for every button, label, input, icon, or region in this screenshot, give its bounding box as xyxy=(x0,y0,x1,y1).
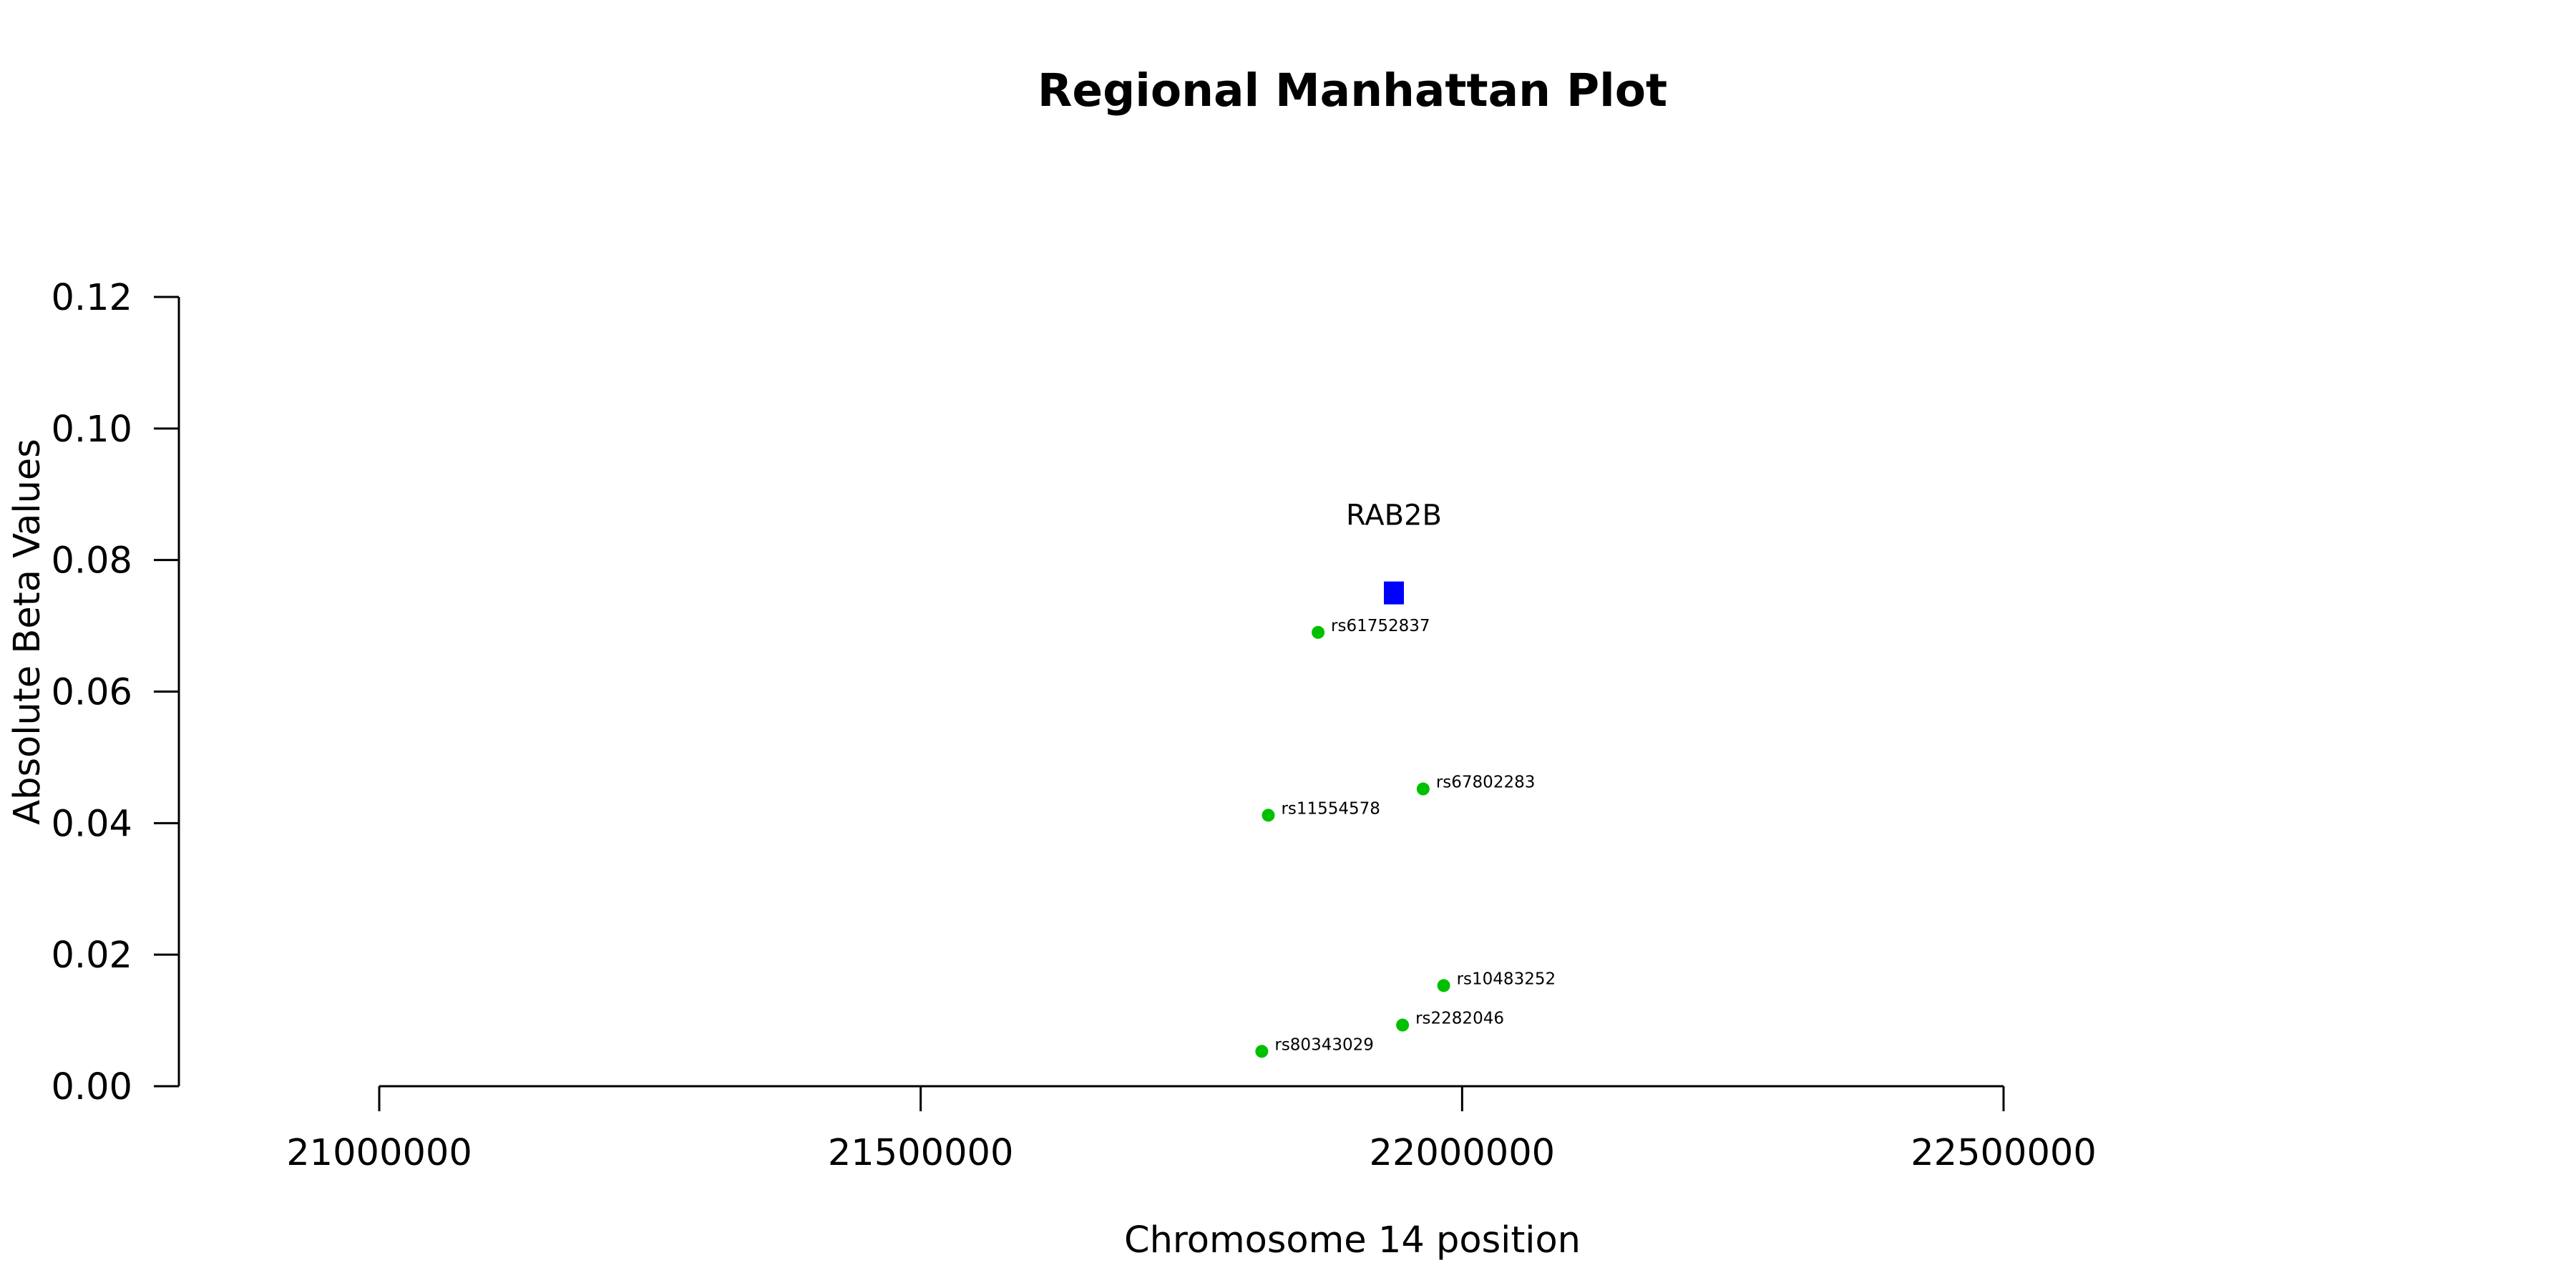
x-axis: 21000000 21500000 22000000 22500000 xyxy=(286,1085,2097,1174)
gene-marker xyxy=(1383,581,1404,605)
snp-label: rs2282046 xyxy=(1415,1010,1504,1028)
snp-point xyxy=(1255,1045,1269,1058)
y-axis-label: Absolute Beta Values xyxy=(6,439,49,825)
snp-label: rs11554578 xyxy=(1281,799,1380,818)
y-tick-label: 0.10 xyxy=(51,409,132,451)
snp-point xyxy=(1396,1018,1410,1032)
y-tick-label: 0.00 xyxy=(51,1066,132,1108)
x-tick-label: 21500000 xyxy=(828,1132,1014,1174)
y-tick-label: 0.08 xyxy=(51,540,132,582)
chart-title: Regional Manhattan Plot xyxy=(1038,64,1667,117)
snp-label: rs67802283 xyxy=(1436,774,1536,792)
y-axis: 0.00 0.02 0.04 0.06 0.08 0.10 0.12 xyxy=(51,277,180,1108)
data-points: rs61752837 rs67802283 rs11554578 rs10483252… xyxy=(1255,617,1556,1058)
snp-label: rs10483252 xyxy=(1457,970,1556,988)
x-axis-label: Chromosome 14 position xyxy=(1124,1219,1581,1262)
x-tick-label: 21000000 xyxy=(286,1132,472,1174)
x-tick-label: 22500000 xyxy=(1911,1132,2097,1174)
x-tick-label: 22000000 xyxy=(1370,1132,1556,1174)
snp-label: rs80343029 xyxy=(1274,1035,1374,1054)
snp-point xyxy=(1437,979,1450,992)
y-tick-label: 0.02 xyxy=(51,935,132,977)
snp-point xyxy=(1262,809,1275,822)
snp-label: rs61752837 xyxy=(1331,617,1430,635)
gene-marker-group: RAB2B xyxy=(1346,499,1442,605)
y-tick-label: 0.06 xyxy=(51,672,132,714)
snp-point xyxy=(1312,625,1325,639)
gene-label: RAB2B xyxy=(1346,499,1442,532)
y-tick-label: 0.12 xyxy=(51,277,132,319)
snp-point xyxy=(1416,782,1430,796)
y-tick-label: 0.04 xyxy=(51,803,132,845)
